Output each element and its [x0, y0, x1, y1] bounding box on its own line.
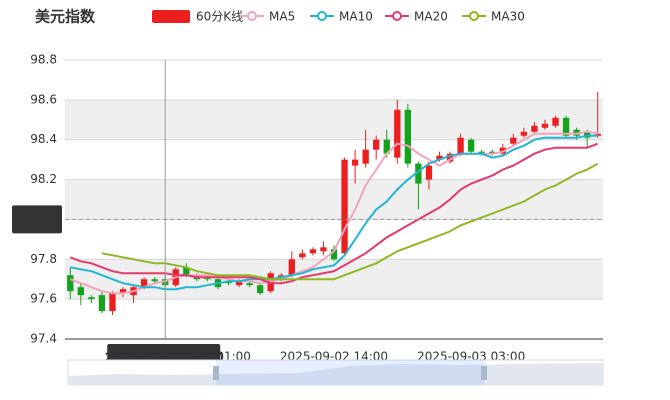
candle-body	[510, 137, 517, 144]
legend-swatch	[469, 11, 479, 21]
candle-body	[478, 151, 485, 154]
candle-body	[467, 139, 475, 152]
candle-body	[531, 125, 538, 132]
candle-body	[415, 163, 422, 184]
y-tick-label: 97.6	[30, 292, 57, 306]
candle-body	[446, 153, 454, 162]
legend-label: MA5	[269, 10, 295, 24]
candle-body	[151, 279, 158, 282]
grid-band	[65, 179, 603, 220]
ma-line	[69, 142, 599, 285]
candle-body	[246, 283, 253, 286]
candle-body	[383, 139, 390, 154]
candle-body	[256, 285, 264, 294]
candle-body	[425, 165, 433, 180]
slider-handle[interactable]	[213, 366, 219, 380]
y-tick-label: 98.2	[30, 172, 57, 186]
candle-body	[351, 159, 359, 166]
legend-swatch	[152, 10, 190, 23]
candle-body	[330, 249, 338, 260]
slider-window[interactable]	[216, 360, 484, 385]
candle-body	[362, 149, 369, 164]
grid-band	[65, 99, 603, 140]
crosshair-y-label: 98.000	[14, 212, 60, 226]
legend-label: MA10	[339, 10, 373, 24]
candle-body	[404, 109, 412, 164]
candle-body	[183, 267, 190, 276]
slider-handle[interactable]	[481, 366, 487, 380]
candle-body	[309, 249, 317, 254]
candle-body	[204, 277, 211, 280]
y-tick-label: 97.8	[30, 252, 57, 266]
candle-body	[67, 275, 74, 292]
slider-preview	[68, 363, 603, 385]
candle-body	[320, 247, 327, 252]
chart-title: 美元指数	[35, 8, 96, 26]
y-tick-label: 98.4	[30, 132, 57, 146]
candle-body	[394, 109, 401, 158]
legend-swatch	[392, 11, 402, 21]
candle-body	[457, 137, 464, 154]
zoom-slider[interactable]	[67, 359, 604, 386]
candle-body	[373, 139, 380, 150]
candle-body	[552, 117, 559, 126]
candle-body	[77, 287, 84, 296]
candle-body	[288, 259, 295, 276]
candle-body	[541, 123, 549, 128]
candle-body	[299, 253, 306, 258]
legend-label: 60分K线	[196, 10, 243, 24]
candle-body	[98, 295, 106, 312]
y-tick-label: 97.4	[30, 332, 57, 346]
candle-body	[520, 131, 528, 136]
crosshair-y-box	[12, 205, 62, 234]
candle-body	[562, 117, 570, 136]
y-tick-label: 98.8	[30, 53, 57, 67]
ma-line	[101, 162, 599, 281]
ma-line	[69, 130, 598, 295]
candle-body	[88, 297, 95, 300]
ma-line	[70, 134, 598, 291]
candle-body	[341, 159, 348, 254]
candle-body	[489, 151, 496, 154]
candle-body	[436, 155, 443, 160]
legend-swatch	[317, 11, 327, 21]
legend-label: MA20	[414, 10, 448, 24]
candle-body	[119, 289, 127, 294]
candle-body	[235, 281, 243, 286]
candle-body	[140, 279, 148, 288]
legend-label: MA30	[491, 10, 525, 24]
candle-body	[594, 133, 601, 136]
legend-swatch	[247, 11, 257, 21]
candle-body	[109, 293, 116, 312]
y-tick-label: 98.6	[30, 92, 57, 106]
